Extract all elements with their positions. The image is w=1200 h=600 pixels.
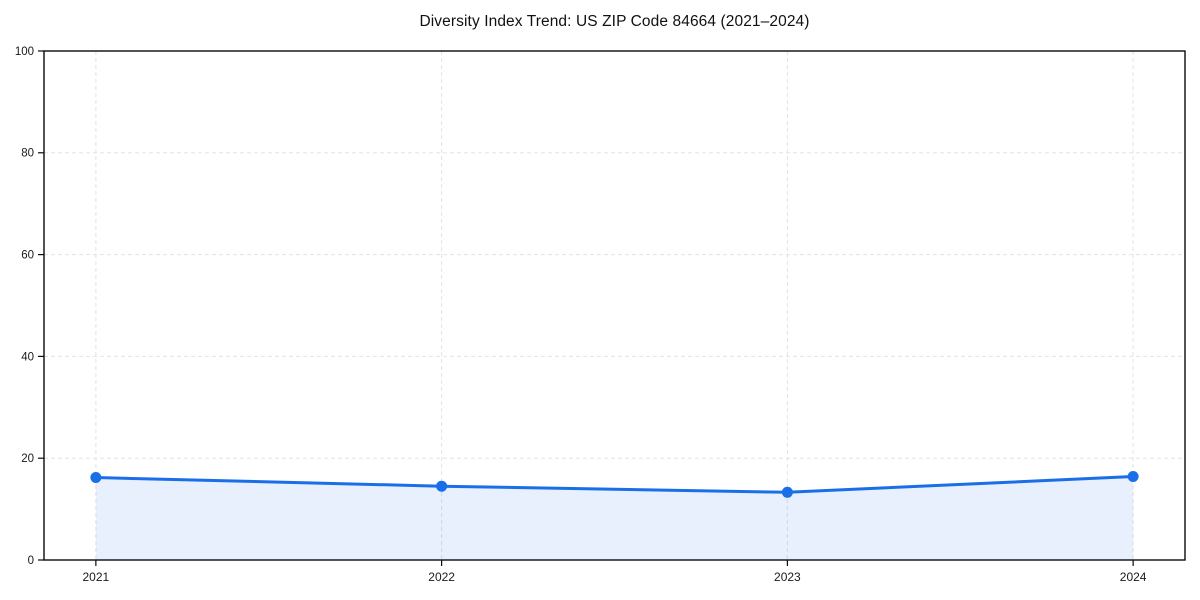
plot-border <box>43 50 1186 561</box>
data-point-marker <box>436 480 448 492</box>
data-point-marker <box>781 486 793 498</box>
y-tick-label: 20 <box>21 453 34 465</box>
x-tick-label: 2023 <box>774 570 801 584</box>
y-tick-label: 0 <box>28 555 34 567</box>
area-fill <box>95 476 1134 560</box>
data-point-marker <box>1127 471 1139 483</box>
x-tick-label: 2022 <box>428 570 455 584</box>
x-tick-label: 2021 <box>83 570 110 584</box>
data-point-marker <box>90 472 102 484</box>
y-tick-label: 100 <box>15 46 34 58</box>
chart-title: Diversity Index Trend: US ZIP Code 84664… <box>419 13 810 30</box>
y-tick-label: 60 <box>21 250 34 262</box>
y-tick-label: 80 <box>21 148 34 160</box>
trend-line <box>94 475 1135 494</box>
x-tick-label: 2024 <box>1120 570 1147 584</box>
y-tick-label: 40 <box>21 351 34 363</box>
